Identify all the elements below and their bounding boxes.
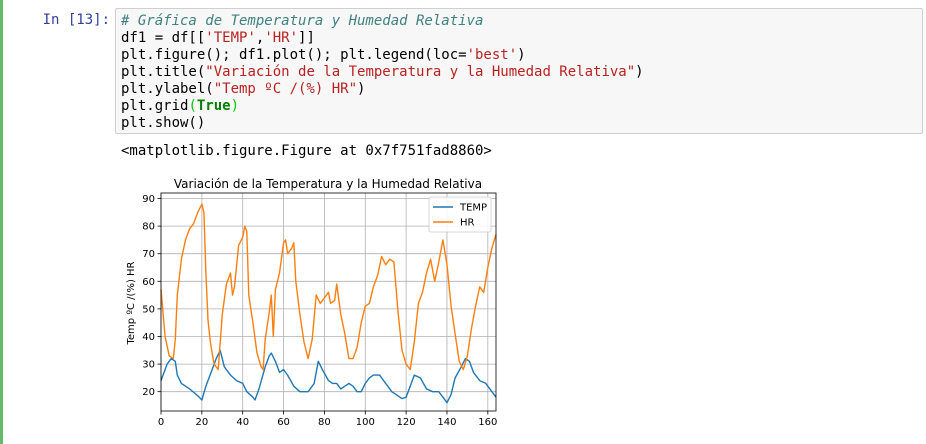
code-token: ) bbox=[230, 98, 240, 114]
code-token: ) bbox=[357, 81, 366, 97]
code-token: 'HR' bbox=[264, 30, 299, 46]
code-token: # Gráfica de Temperatura y Humedad Relat… bbox=[121, 13, 484, 29]
code-token: plt.ylabel( bbox=[121, 81, 214, 97]
line-chart: Variación de la Temperatura y la Humedad… bbox=[126, 177, 497, 428]
code-line: df1 = df[['TEMP','HR']] bbox=[121, 30, 644, 47]
code-token: plt.grid bbox=[121, 98, 189, 114]
code-token: ) bbox=[635, 64, 644, 80]
y-tick-label: 50 bbox=[142, 304, 155, 315]
code-line: plt.title("Variación de la Temperatura y… bbox=[121, 64, 644, 81]
legend-label: HR bbox=[460, 218, 475, 229]
code-input-area[interactable]: # Gráfica de Temperatura y Humedad Relat… bbox=[115, 8, 923, 134]
y-axis-label: Temp ºC /(%) HR bbox=[126, 261, 137, 345]
code-token: plt.figure(); df1.plot(); plt.legend(loc… bbox=[121, 47, 467, 63]
code-token: True bbox=[196, 98, 231, 114]
cell-selection-bar bbox=[0, 0, 3, 444]
input-prompt: In [13]: bbox=[42, 12, 110, 28]
y-tick-label: 30 bbox=[142, 360, 155, 371]
output-text: <matplotlib.figure.Figure at 0x7f751fad8… bbox=[121, 143, 492, 159]
x-tick-label: 80 bbox=[318, 417, 331, 428]
y-tick-label: 40 bbox=[142, 332, 155, 343]
y-tick-label: 70 bbox=[142, 249, 155, 260]
legend-label: TEMP bbox=[459, 203, 487, 214]
series-lines bbox=[160, 203, 497, 404]
series-line-hr bbox=[160, 203, 497, 371]
legend-box bbox=[428, 196, 492, 233]
x-tick-label: 0 bbox=[158, 417, 164, 428]
x-tick-label: 160 bbox=[478, 417, 497, 428]
code-line: plt.grid(True) bbox=[121, 98, 644, 115]
chart-title: Variación de la Temperatura y la Humedad… bbox=[174, 177, 482, 191]
code-token: 'best' bbox=[466, 47, 518, 63]
y-tick-label: 80 bbox=[142, 222, 155, 233]
x-tick-label: 140 bbox=[437, 417, 456, 428]
x-tick-label: 20 bbox=[195, 417, 208, 428]
y-tick-label: 20 bbox=[142, 387, 155, 398]
x-tick-label: 120 bbox=[397, 417, 416, 428]
y-tick-label: 90 bbox=[142, 194, 155, 205]
code-line: # Gráfica de Temperatura y Humedad Relat… bbox=[121, 13, 644, 30]
code-token: plt.show() bbox=[121, 115, 206, 131]
y-tick-label: 60 bbox=[142, 277, 155, 288]
code-token: ) bbox=[517, 47, 526, 63]
code-line: plt.ylabel("Temp ºC /(%) HR") bbox=[121, 81, 644, 98]
code-line: plt.figure(); df1.plot(); plt.legend(loc… bbox=[121, 47, 644, 64]
code-token: ]] bbox=[298, 30, 315, 46]
code-token: df1 = df[[ bbox=[121, 30, 206, 46]
axis-ticks: 0 20 40 60 80 100 120 140 160 20 30 40 50 60 70 80 90 bbox=[142, 194, 497, 428]
code-line: plt.show() bbox=[121, 115, 644, 132]
legend: TEMP HR bbox=[428, 196, 492, 233]
x-tick-label: 40 bbox=[236, 417, 249, 428]
plot-frame bbox=[160, 192, 497, 412]
x-tick-label: 100 bbox=[356, 417, 375, 428]
code-token: plt.title( bbox=[121, 64, 206, 80]
code-token: , bbox=[255, 30, 265, 46]
code-token: "Temp ºC /(%) HR" bbox=[213, 81, 358, 97]
code-token: 'TEMP' bbox=[205, 30, 256, 46]
code-editor[interactable]: # Gráfica de Temperatura y Humedad Relat… bbox=[121, 13, 644, 132]
code-token: ( bbox=[188, 98, 197, 114]
x-tick-label: 60 bbox=[277, 417, 290, 428]
code-token: "Variación de la Temperatura y la Humeda… bbox=[205, 64, 636, 80]
series-line-temp bbox=[160, 349, 497, 404]
